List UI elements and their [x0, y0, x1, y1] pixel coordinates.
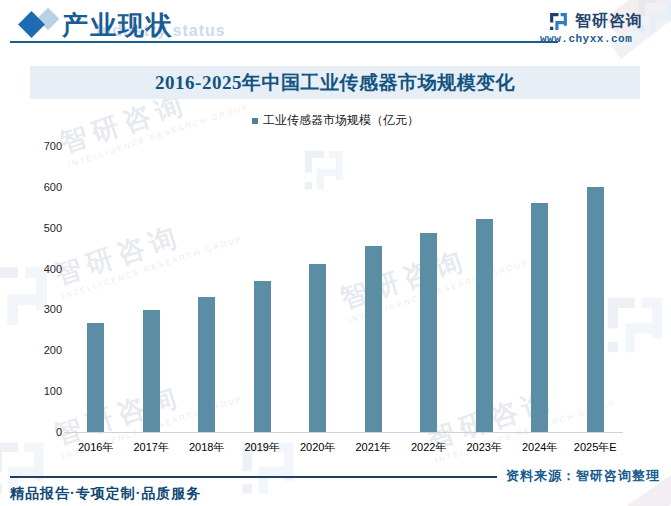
- x-axis-tick-label: 2022年: [399, 440, 459, 455]
- y-axis-tick-label: 500: [32, 222, 62, 234]
- bar-2022年: [420, 233, 437, 432]
- y-axis-tick-label: 0: [32, 426, 62, 438]
- chart-legend: 工业传感器市场规模（亿元）: [0, 112, 671, 129]
- page-title: 产业现状: [62, 8, 174, 43]
- diagonal-watermark: 智研咨询INTELLIGENCE RESEARCH GROUP: [423, 364, 618, 466]
- x-axis-tick-label: 2017年: [121, 440, 181, 455]
- x-axis-tick-label: 2019年: [232, 440, 292, 455]
- bar-2020年: [309, 264, 326, 432]
- bar-2016年: [87, 323, 104, 432]
- y-axis-tick-label: 600: [32, 181, 62, 193]
- x-axis-tick-label: 2023年: [454, 440, 514, 455]
- legend-label: 工业传感器市场规模（亿元）: [263, 112, 419, 129]
- footer-services-text: 精品报告·专项定制·品质服务: [10, 485, 201, 503]
- legend-marker-icon: [252, 118, 258, 124]
- y-axis-tick-label: 100: [32, 385, 62, 397]
- bar-2017年: [143, 310, 160, 432]
- bar-2019年: [254, 281, 271, 432]
- ghost-logo-watermark: [601, 291, 669, 359]
- ghost-logo-watermark: [236, 436, 300, 500]
- y-axis-tick-label: 300: [32, 303, 62, 315]
- bar-2023年: [476, 219, 493, 432]
- ghost-logo-watermark: [300, 146, 348, 194]
- x-axis-tick-label: 2020年: [288, 440, 348, 455]
- source-text: 资料来源：智研咨询整理: [506, 467, 660, 485]
- brand-logo[interactable]: 智研咨询 www.chyxx.com: [548, 11, 663, 47]
- section-diamond-icon: [18, 8, 62, 42]
- diagonal-watermark: 智研咨询INTELLIGENCE RESEARCH GROUP: [336, 224, 531, 326]
- brand-url[interactable]: www.chyxx.com: [540, 33, 632, 45]
- chart-title: 2016-2025年中国工业传感器市场规模变化: [155, 70, 515, 96]
- x-axis-tick-label: 2016年: [66, 440, 126, 455]
- x-axis-tick-label: 2018年: [177, 440, 237, 455]
- chart-title-band: 2016-2025年中国工业传感器市场规模变化: [30, 66, 640, 99]
- bar-2025年E: [587, 187, 604, 432]
- zhiyan-logo-icon: [548, 11, 569, 32]
- x-axis-tick-label: 2025年E: [565, 440, 625, 455]
- diagonal-watermark: 智研咨询INTELLIGENCE RESEARCH GROUP: [50, 200, 245, 302]
- bar-2024年: [531, 203, 548, 432]
- source-divider: [10, 476, 497, 478]
- bar-2018年: [198, 297, 215, 432]
- y-axis-tick-label: 700: [32, 140, 62, 152]
- y-axis-tick-label: 400: [32, 263, 62, 275]
- x-axis-tick-label: 2024年: [510, 440, 570, 455]
- ghost-logo-watermark: [0, 260, 54, 332]
- y-axis-tick-label: 200: [32, 344, 62, 356]
- brand-name: 智研咨询: [575, 11, 643, 32]
- x-axis-line: [64, 432, 623, 433]
- bar-2021年: [365, 246, 382, 432]
- x-axis-tick-label: 2021年: [343, 440, 403, 455]
- page: 智研咨询INTELLIGENCE RESEARCH GROUP 智研咨询INTEL…: [0, 0, 671, 506]
- diagonal-watermark: 智研咨询INTELLIGENCE RESEARCH GROUP: [50, 360, 245, 462]
